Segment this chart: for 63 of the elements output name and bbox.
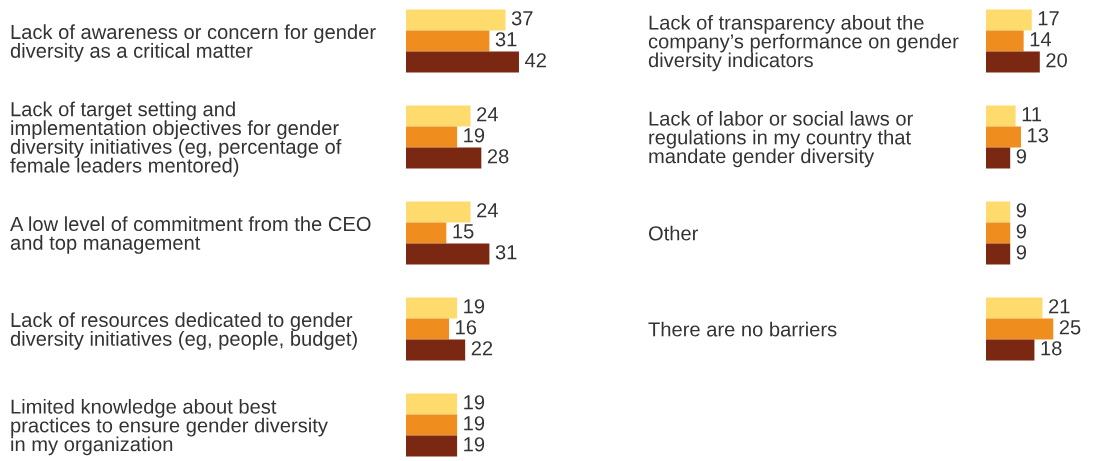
data-label: 9 [1016, 203, 1027, 218]
bar [406, 318, 450, 340]
data-label: 25 [1059, 320, 1081, 335]
bar [406, 243, 490, 265]
data-label: 24 [477, 107, 498, 122]
data-label: 37 [511, 11, 533, 26]
data-label: 17 [1038, 11, 1059, 26]
bar [986, 105, 1016, 127]
data-label: 9 [1016, 224, 1027, 239]
bar [406, 30, 490, 52]
data-label: 9 [1016, 245, 1027, 260]
data-label: 15 [453, 224, 474, 239]
bar [406, 201, 471, 223]
bar [986, 126, 1021, 148]
data-label: 31 [495, 32, 517, 47]
bar [986, 147, 1011, 169]
data-label: 28 [487, 149, 509, 164]
bar [986, 339, 1035, 361]
bar [986, 30, 1024, 52]
bar [986, 51, 1040, 73]
bar [406, 147, 482, 169]
data-label: 18 [1041, 341, 1062, 356]
bar [986, 297, 1043, 319]
bar [406, 393, 458, 415]
y-tick-label: Lack of labor or social laws or regulations in my country that mandate gender diversity [649, 110, 913, 168]
data-label: 22 [471, 341, 493, 356]
data-label: 19 [464, 395, 485, 410]
y-tick-label: A low level of commitment from the CEO and top management [10, 216, 371, 254]
data-label: 19 [464, 299, 485, 314]
y-tick-label: Lack of target setting and implementation objectives for gender diversity initiatives (eg, percentage of female leaders mentored) [10, 101, 342, 177]
data-label: 13 [1028, 128, 1049, 143]
bar [406, 222, 447, 244]
data-label: 21 [1049, 299, 1070, 314]
y-tick-label: Limited knowledge about best practices to ensure gender diversity in my organization [11, 398, 328, 456]
data-label: 11 [1022, 107, 1042, 122]
data-label: 19 [464, 437, 485, 452]
bar [406, 435, 458, 457]
y-tick-label: There are no barriers [648, 321, 837, 337]
data-label: 16 [456, 320, 477, 335]
bar [406, 9, 506, 31]
data-label: 31 [495, 245, 517, 260]
data-label: 14 [1030, 32, 1052, 47]
y-tick-label: Lack of resources dedicated to gender diversity initiatives (eg, people, budget) [10, 312, 357, 350]
bar [406, 414, 458, 436]
bar [406, 339, 466, 361]
bar [406, 297, 458, 319]
y-tick-label: Other [648, 225, 699, 241]
bar [986, 318, 1054, 340]
bar [986, 201, 1011, 223]
data-label: 20 [1046, 53, 1067, 68]
y-tick-label: Lack of transparency about the company’s performance on gender diversity indicators [648, 14, 959, 72]
bar [986, 9, 1032, 31]
bar [986, 243, 1011, 265]
data-label: 24 [477, 203, 498, 218]
bar [986, 222, 1011, 244]
data-label: 19 [464, 416, 485, 431]
bar [406, 126, 458, 148]
data-label: 19 [464, 128, 485, 143]
bar [406, 105, 471, 127]
data-label: 9 [1016, 149, 1027, 164]
bar [406, 51, 519, 73]
y-tick-label: Lack of awareness or concern for gender diversity as a critical matter [10, 24, 376, 62]
data-label: 42 [525, 53, 546, 68]
